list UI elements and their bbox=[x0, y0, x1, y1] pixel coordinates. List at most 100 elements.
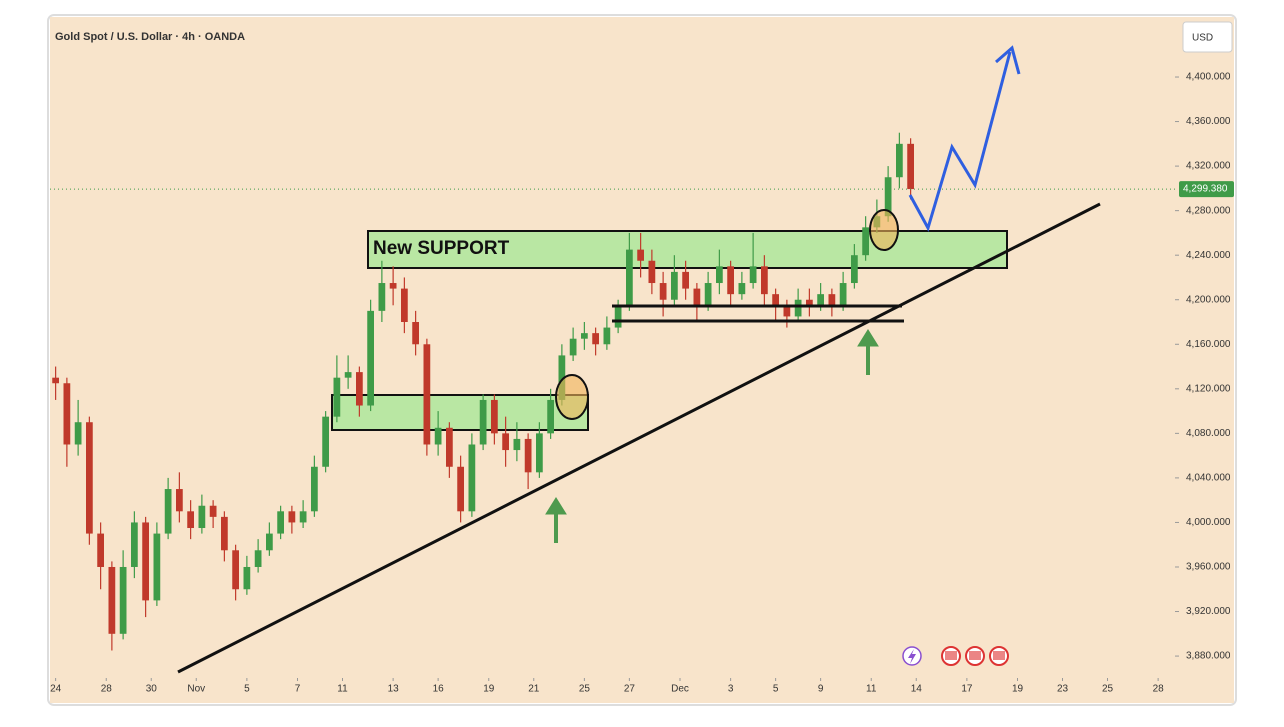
x-tick-label: 25 bbox=[579, 684, 591, 695]
plot-area bbox=[50, 17, 1175, 678]
candle-body bbox=[288, 511, 296, 523]
candle-body bbox=[569, 338, 577, 356]
candle-body bbox=[682, 271, 689, 289]
candle-body bbox=[491, 399, 498, 434]
y-tick-label: 4,120.000 bbox=[1186, 383, 1231, 394]
candle-body bbox=[603, 327, 611, 345]
y-tick-label: 4,360.000 bbox=[1186, 116, 1231, 127]
candle-body bbox=[74, 422, 82, 445]
candle-body bbox=[761, 266, 768, 295]
candle-body bbox=[716, 266, 723, 284]
candle-body bbox=[378, 283, 386, 311]
candle-body bbox=[794, 299, 802, 317]
candle-body bbox=[401, 288, 408, 323]
annotation: New SUPPORT bbox=[373, 238, 510, 259]
candle-body bbox=[176, 489, 183, 512]
candle-body bbox=[704, 283, 712, 306]
drawings bbox=[331, 230, 1008, 431]
candle-body bbox=[142, 522, 149, 601]
candle-body bbox=[536, 433, 543, 473]
candle-body bbox=[209, 505, 217, 517]
candle-body bbox=[344, 372, 352, 378]
highlight-circle bbox=[555, 374, 589, 420]
candle-body bbox=[198, 505, 206, 529]
chart-title: Gold Spot / U.S. Dollar · 4h · OANDA bbox=[55, 31, 245, 43]
candle-body bbox=[896, 143, 903, 178]
projection-path bbox=[908, 51, 1012, 232]
y-tick-label: 4,240.000 bbox=[1186, 250, 1231, 261]
candle-body bbox=[423, 344, 431, 445]
candle-body bbox=[356, 372, 363, 406]
flag bbox=[969, 651, 981, 660]
candle-body bbox=[783, 305, 791, 317]
candle-body bbox=[389, 283, 397, 289]
candle-body bbox=[907, 143, 914, 190]
candle-body bbox=[457, 466, 464, 512]
candle-body bbox=[839, 283, 847, 306]
last-price-box bbox=[1179, 181, 1234, 198]
x-tick-label: 30 bbox=[146, 684, 158, 695]
candle-body bbox=[581, 333, 588, 339]
candle-body bbox=[659, 283, 667, 300]
candle-body bbox=[738, 283, 746, 295]
x-tick-label: 5 bbox=[773, 684, 779, 695]
candle-body bbox=[52, 377, 59, 384]
candle-body bbox=[614, 305, 622, 328]
y-tick-label: 3,880.000 bbox=[1186, 651, 1231, 662]
candle-body bbox=[86, 422, 93, 534]
flag bbox=[993, 651, 1005, 660]
candle-body bbox=[772, 294, 779, 306]
x-tick-label: 11 bbox=[337, 684, 348, 695]
candle-body bbox=[524, 438, 532, 473]
candle-body bbox=[637, 249, 644, 261]
candle-body bbox=[108, 566, 116, 634]
x-tick-label: 14 bbox=[911, 684, 923, 695]
x-tick-label: 5 bbox=[244, 684, 250, 695]
projection-arrowhead bbox=[995, 45, 1021, 75]
candle-body bbox=[412, 322, 419, 345]
flag bbox=[945, 651, 957, 660]
candle-body bbox=[254, 550, 262, 567]
trend-line bbox=[177, 202, 1101, 674]
candle-body bbox=[626, 249, 633, 306]
candle-body bbox=[299, 511, 307, 523]
candle-body bbox=[817, 294, 824, 306]
candle-body bbox=[119, 566, 127, 634]
candle-body bbox=[367, 310, 374, 406]
x-tick-label: 21 bbox=[528, 684, 540, 695]
candle-body bbox=[884, 177, 892, 217]
candle-body bbox=[727, 266, 734, 295]
candle-body bbox=[468, 444, 476, 512]
candle-body bbox=[851, 255, 858, 284]
candle-body bbox=[97, 533, 104, 567]
up-arrow bbox=[545, 497, 567, 543]
x-tick-label: 9 bbox=[818, 684, 824, 695]
candle-body bbox=[558, 355, 566, 400]
x-tick-label: 16 bbox=[433, 684, 445, 695]
candle-body bbox=[333, 377, 341, 417]
x-tick-label: Dec bbox=[671, 684, 689, 695]
candle-body bbox=[243, 566, 251, 590]
x-tick-label: 17 bbox=[961, 684, 973, 695]
x-tick-label: 19 bbox=[1012, 684, 1024, 695]
x-tick-label: Nov bbox=[187, 684, 205, 695]
candle-body bbox=[63, 383, 71, 445]
candles bbox=[52, 132, 914, 651]
y-tick-label: 4,200.000 bbox=[1186, 294, 1231, 305]
candle-body bbox=[221, 516, 228, 551]
candle-body bbox=[311, 466, 318, 512]
candle-body bbox=[671, 271, 678, 300]
currency-box[interactable] bbox=[1182, 21, 1233, 53]
candle-body bbox=[862, 227, 869, 256]
candle-body bbox=[828, 294, 836, 306]
x-tick-label: 13 bbox=[388, 684, 400, 695]
x-tick-label: 3 bbox=[728, 684, 734, 695]
candle-body bbox=[131, 522, 138, 567]
up-arrow bbox=[857, 329, 879, 375]
candle-body bbox=[479, 399, 487, 445]
y-tick-label: 4,320.000 bbox=[1186, 161, 1231, 172]
x-tick-label: 25 bbox=[1102, 684, 1114, 695]
y-tick-label: 4,080.000 bbox=[1186, 428, 1231, 439]
y-tick-label: 4,160.000 bbox=[1186, 339, 1231, 350]
